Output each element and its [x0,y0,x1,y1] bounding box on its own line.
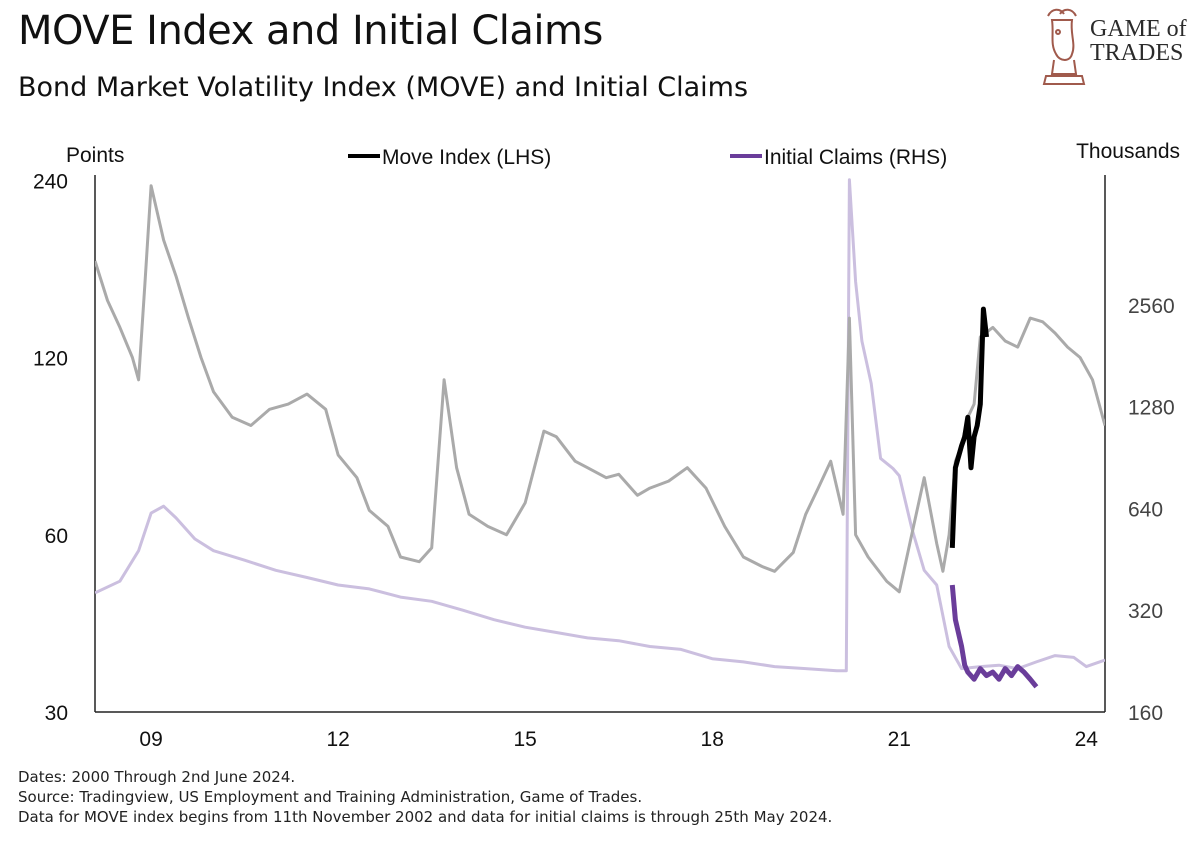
series-line-initial-claims [95,178,1105,673]
left-tick-label: 240 [33,170,68,193]
right-tick-label: 2560 [1128,295,1175,318]
left-tick-label: 60 [45,525,68,548]
right-axis-label: Thousands [1076,140,1180,163]
right-tick-label: 640 [1128,498,1163,521]
chart-footnotes: Dates: 2000 Through 2nd June 2024. Sourc… [18,767,832,827]
footnote-data-note: Data for MOVE index begins from 11th Nov… [18,808,833,826]
highlight-line-initial-claims [949,584,1039,689]
chart-subtitle: Bond Market Volatility Index (MOVE) and … [18,72,749,103]
logo-text-trades: TRADES [1090,40,1184,66]
chart-title: MOVE Index and Initial Claims [18,8,603,54]
x-tick-label: 24 [1075,728,1099,751]
right-tick-label: 320 [1128,600,1163,623]
highlight-line-move-index [949,306,989,548]
right-tick-label: 160 [1128,702,1163,725]
logo-text-game-of: GAME of [1090,16,1187,42]
x-tick-label: 18 [701,728,724,751]
x-tick-label: 21 [888,728,911,751]
left-tick-label: 30 [45,702,68,725]
legend-label-move: Move Index (LHS) [382,146,551,169]
move-claims-chart: Points Thousands 240 120 60 30 2560 1280 640 320 1… [33,140,1180,751]
bull-knight-logo-icon [1042,8,1086,85]
x-tick-label: 09 [139,728,162,751]
legend-label-claims: Initial Claims (RHS) [764,146,947,169]
footnote-source: Source: Tradingview, US Employment and T… [18,788,643,806]
right-tick-label: 1280 [1128,397,1175,420]
left-axis-label: Points [66,144,124,167]
x-tick-label: 12 [326,728,349,751]
left-tick-label: 120 [33,348,68,371]
x-tick-label: 15 [514,728,537,751]
footnote-dates: Dates: 2000 Through 2nd June 2024. [18,768,296,786]
